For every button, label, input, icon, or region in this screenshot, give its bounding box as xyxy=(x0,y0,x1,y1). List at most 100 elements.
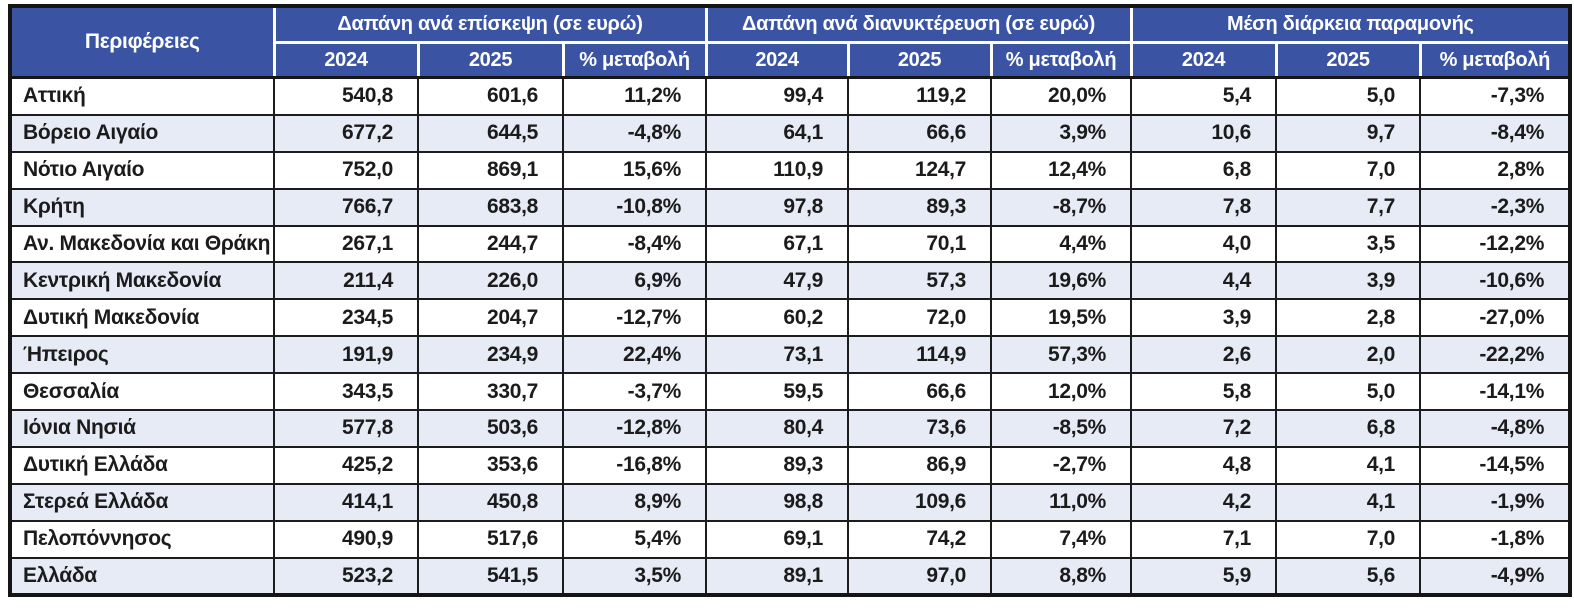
value-cell: -1,8% xyxy=(1419,519,1572,559)
value-cell: 12,0% xyxy=(990,372,1133,412)
value-cell: 57,3% xyxy=(990,335,1133,375)
value-cell: 244,7 xyxy=(417,224,564,264)
table-row: Κρήτη 766,7 683,8 -10,8% 97,8 89,3 -8,7% 7,8 7,7… xyxy=(9,187,1572,227)
value-cell: 4,1 xyxy=(1275,445,1422,485)
value-cell: 330,7 xyxy=(417,372,564,412)
value-cell: 5,8 xyxy=(1130,372,1278,412)
value-cell: 12,4% xyxy=(990,150,1133,190)
value-cell: 124,7 xyxy=(847,150,993,190)
value-cell: -16,8% xyxy=(561,445,708,485)
region-cell: Αττική xyxy=(9,76,275,116)
value-cell: 11,0% xyxy=(990,482,1133,522)
value-cell: 2,0 xyxy=(1275,335,1422,375)
table-row: Θεσσαλία 343,5 330,7 -3,7% 59,5 66,6 12,0% 5,8 5… xyxy=(9,372,1572,412)
value-cell: 7,2 xyxy=(1130,409,1278,448)
value-cell: 19,6% xyxy=(990,261,1133,301)
column-header-regions: Περιφέρειες xyxy=(8,4,276,79)
value-cell: 5,4% xyxy=(561,519,708,559)
value-cell: -2,3% xyxy=(1419,187,1572,227)
value-cell: 9,7 xyxy=(1275,113,1422,153)
value-cell: 766,7 xyxy=(273,187,419,227)
column-header-pct-change: % μεταβολή xyxy=(561,41,708,79)
value-cell: -8,4% xyxy=(561,224,708,264)
table-row: Νότιο Αιγαίο 752,0 869,1 15,6% 110,9 124,7 12,… xyxy=(9,150,1572,190)
value-cell: 191,9 xyxy=(273,335,419,375)
value-cell: 4,2 xyxy=(1130,482,1278,522)
value-cell: 683,8 xyxy=(417,187,564,227)
value-cell: 577,8 xyxy=(273,409,419,448)
value-cell: -27,0% xyxy=(1419,298,1572,338)
region-cell: Στερεά Ελλάδα xyxy=(9,482,275,522)
value-cell: -2,7% xyxy=(990,445,1133,485)
value-cell: -10,6% xyxy=(1419,261,1572,301)
column-group-spend-per-overnight: Δαπάνη ανά διανυκτέρευση (σε ευρώ) xyxy=(704,4,1133,44)
table-row: Δυτική Ελλάδα 425,2 353,6 -16,8% 89,3 86,9 -2,… xyxy=(9,445,1572,485)
table-row: Ελλάδα 523,2 541,5 3,5% 89,1 97,0 8,8% 5,9 5,6 -4… xyxy=(9,556,1572,597)
value-cell: 677,2 xyxy=(273,113,419,153)
column-header-2025: 2025 xyxy=(416,41,565,79)
value-cell: 7,7 xyxy=(1275,187,1422,227)
value-cell: 503,6 xyxy=(417,409,564,448)
value-cell: -4,9% xyxy=(1419,556,1572,597)
region-cell: Ιόνια Νησιά xyxy=(9,409,275,448)
value-cell: 89,1 xyxy=(705,556,850,597)
column-header-2024: 2024 xyxy=(272,41,420,79)
value-cell: 22,4% xyxy=(561,335,708,375)
value-cell: 4,1 xyxy=(1275,482,1422,522)
value-cell: 6,8 xyxy=(1130,150,1278,190)
value-cell: 89,3 xyxy=(847,187,993,227)
value-cell: 204,7 xyxy=(417,298,564,338)
table-row: Ήπειρος 191,9 234,9 22,4% 73,1 114,9 57,3% 2,6 2… xyxy=(9,335,1572,375)
value-cell: 114,9 xyxy=(847,335,993,375)
value-cell: 86,9 xyxy=(847,445,993,485)
value-cell: 3,5 xyxy=(1275,224,1422,264)
table-row: Ιόνια Νησιά 577,8 503,6 -12,8% 80,4 73,6 -8,5%… xyxy=(9,409,1572,448)
value-cell: -8,5% xyxy=(990,409,1133,448)
value-cell: 601,6 xyxy=(417,76,564,116)
table-row: Αττική 540,8 601,6 11,2% 99,4 119,2 20,0% 5,4 5,… xyxy=(9,76,1572,116)
region-cell: Δυτική Μακεδονία xyxy=(9,298,275,338)
region-cell: Νότιο Αιγαίο xyxy=(9,150,275,190)
value-cell: -3,7% xyxy=(561,372,708,412)
value-cell: -22,2% xyxy=(1419,335,1572,375)
value-cell: 5,0 xyxy=(1275,76,1422,116)
table-row: Αν. Μακεδονία και Θράκη 267,1 244,7 -8,4% 67… xyxy=(9,224,1572,264)
value-cell: 4,4 xyxy=(1130,261,1278,301)
value-cell: 69,1 xyxy=(705,519,850,559)
value-cell: -8,4% xyxy=(1419,113,1572,153)
value-cell: 11,2% xyxy=(561,76,708,116)
value-cell: 425,2 xyxy=(273,445,419,485)
value-cell: 234,9 xyxy=(417,335,564,375)
value-cell: 4,0 xyxy=(1130,224,1278,264)
column-group-avg-stay: Μέση διάρκεια παραμονής xyxy=(1129,4,1572,44)
value-cell: 99,4 xyxy=(705,76,850,116)
value-cell: 644,5 xyxy=(417,113,564,153)
value-cell: 752,0 xyxy=(273,150,419,190)
value-cell: 3,5% xyxy=(561,556,708,597)
table-body: Αττική 540,8 601,6 11,2% 99,4 119,2 20,0% 5,4 5,… xyxy=(9,76,1572,597)
column-header-2025: 2025 xyxy=(1274,41,1422,79)
value-cell: 517,6 xyxy=(417,519,564,559)
value-cell: 60,2 xyxy=(705,298,850,338)
value-cell: 70,1 xyxy=(847,224,993,264)
value-cell: 3,9 xyxy=(1275,261,1422,301)
value-cell: 64,1 xyxy=(705,113,850,153)
value-cell: 6,8 xyxy=(1275,409,1422,448)
region-cell: Θεσσαλία xyxy=(9,372,275,412)
value-cell: 869,1 xyxy=(417,150,564,190)
value-cell: 59,5 xyxy=(705,372,850,412)
value-cell: -12,7% xyxy=(561,298,708,338)
header-year-row: 2024 2025 % μεταβολή 2024 2025 % μεταβολ… xyxy=(10,41,1572,79)
value-cell: 414,1 xyxy=(273,482,419,522)
value-cell: -8,7% xyxy=(990,187,1133,227)
value-cell: 73,6 xyxy=(847,409,993,448)
regions-tourism-stats-table: Περιφέρειες Δαπάνη ανά επίσκεψη (σε ευρώ… xyxy=(8,4,1573,598)
value-cell: 47,9 xyxy=(705,261,850,301)
value-cell: 211,4 xyxy=(273,261,419,301)
value-cell: 523,2 xyxy=(273,556,419,597)
value-cell: 80,4 xyxy=(705,409,850,448)
value-cell: 67,1 xyxy=(705,224,850,264)
value-cell: -12,8% xyxy=(561,409,708,448)
value-cell: 5,0 xyxy=(1275,372,1422,412)
